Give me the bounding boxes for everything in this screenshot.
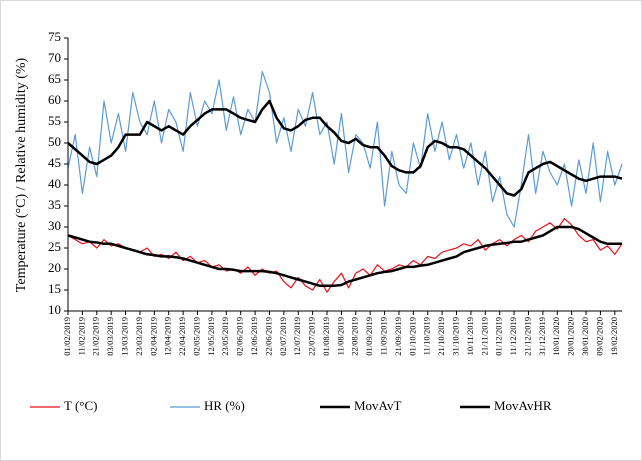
y-tick-label: 50: [48, 134, 61, 149]
x-tick-label: 03/03/2019: [105, 317, 115, 356]
y-axis-title: Temperature (°C) / Relative humidity (%): [14, 57, 29, 292]
x-tick-label: 02/05/2019: [191, 317, 201, 356]
x-tick-label: 20/01/2020: [566, 317, 576, 356]
x-tick-label: 10/11/2019: [465, 317, 475, 355]
x-tick-label: 21/11/2019: [479, 317, 489, 355]
y-tick-label: 65: [48, 71, 61, 86]
x-tick-label: 22/08/2019: [350, 317, 360, 356]
legend-label: MovAvT: [354, 398, 401, 413]
x-tick-label: 21/12/2019: [522, 317, 532, 356]
x-tick-label: 01/09/2019: [364, 317, 374, 356]
x-tick-label: 22/07/2019: [307, 317, 317, 356]
y-tick-label: 20: [48, 260, 61, 275]
x-tick-label: 02/04/2019: [148, 317, 158, 356]
x-tick-label: 01/08/2019: [321, 317, 331, 356]
y-tick-label: 35: [48, 197, 61, 212]
x-tick-label: 13/03/2019: [120, 317, 130, 356]
x-tick-label: 23/03/2019: [134, 317, 144, 356]
y-tick-label: 30: [48, 218, 61, 233]
x-tick-label: 19/02/2020: [609, 317, 619, 356]
x-tick-label: 11/10/2019: [422, 317, 432, 355]
y-tick-label: 45: [48, 155, 61, 170]
x-tick-label: 12/06/2019: [249, 317, 259, 356]
x-tick-label: 11/12/2019: [508, 317, 518, 355]
x-tick-label: 02/06/2019: [235, 317, 245, 356]
x-tick-label: 12/05/2019: [206, 317, 216, 356]
y-tick-label: 60: [48, 92, 61, 107]
legend-label: T (°C): [64, 398, 97, 413]
x-tick-label: 01/02/2019: [62, 317, 72, 356]
y-tick-label: 55: [48, 113, 61, 128]
x-tick-label: 01/12/2019: [494, 317, 504, 356]
x-tick-label: 10/01/2020: [551, 317, 561, 356]
x-tick-label: 11/08/2019: [335, 317, 345, 355]
y-tick-label: 25: [48, 239, 61, 254]
x-tick-label: 22/04/2019: [177, 317, 187, 356]
y-tick-label: 75: [48, 29, 61, 44]
legend-label: HR (%): [204, 398, 245, 413]
x-tick-label: 21/09/2019: [393, 317, 403, 356]
x-tick-label: 12/04/2019: [163, 317, 173, 356]
x-tick-label: 02/07/2019: [278, 317, 288, 356]
x-tick-label: 23/05/2019: [220, 317, 230, 356]
series-line: [67, 225, 622, 288]
x-tick-label: 30/01/2020: [580, 317, 590, 356]
y-tick-label: 40: [48, 176, 61, 191]
x-tick-label: 21/10/2019: [436, 317, 446, 356]
x-tick-label: 01/10/2019: [407, 317, 417, 356]
series-line: [67, 99, 623, 197]
x-tick-label: 22/06/2019: [263, 317, 273, 356]
x-tick-label: 09/02/2020: [594, 317, 604, 356]
x-tick-label: 31/10/2019: [450, 317, 460, 356]
y-tick-label: 70: [48, 50, 61, 65]
y-tick-label: 15: [48, 281, 61, 296]
legend-label: MovAvHR: [494, 398, 552, 413]
y-tick-label: 10: [48, 302, 61, 317]
x-tick-label: 21/02/2019: [91, 317, 101, 356]
x-tick-label: 11/02/2019: [76, 317, 86, 355]
x-tick-label: 12/07/2019: [292, 317, 302, 356]
x-tick-label: 31/12/2019: [537, 317, 547, 356]
x-tick-label: 11/09/2019: [379, 317, 389, 355]
